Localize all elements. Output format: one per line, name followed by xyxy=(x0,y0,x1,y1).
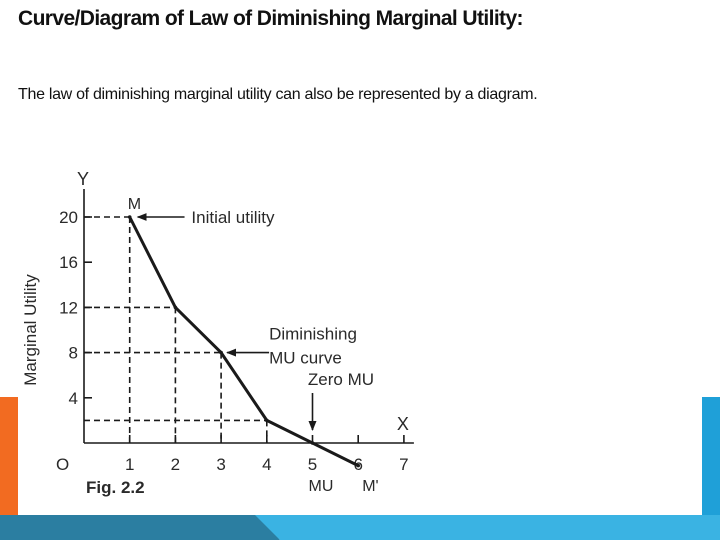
slide-content-panel xyxy=(18,0,702,515)
x-tick-label: 5 xyxy=(308,455,317,474)
x-tick-label: 1 xyxy=(125,455,134,474)
bottom-accent-bar-dark xyxy=(0,515,280,540)
origin-label: O xyxy=(56,455,69,474)
y-tick-label: 12 xyxy=(59,298,78,317)
annotation-diminishing: Diminishing xyxy=(269,325,357,344)
right-accent-bar xyxy=(702,397,720,540)
bottom-accent-bar-light xyxy=(255,515,720,540)
x-tick-label: 7 xyxy=(399,455,408,474)
slide-title: Curve/Diagram of Law of Diminishing Marg… xyxy=(18,7,524,30)
zero-mu-tick-label: MU xyxy=(309,478,334,495)
annotation-mu-curve: MU curve xyxy=(269,349,342,368)
y-tick-label: 4 xyxy=(69,389,78,408)
annotation-zero-mu: Zero MU xyxy=(308,370,374,389)
y-tick-label: 20 xyxy=(59,208,78,227)
y-axis-title: Marginal Utility xyxy=(21,274,40,386)
point-label-m: M xyxy=(128,196,141,213)
x-axis-letter: X xyxy=(397,414,409,434)
mu-curve-line xyxy=(128,216,359,467)
y-axis-letter: Y xyxy=(77,169,89,189)
left-accent-bar xyxy=(0,397,18,540)
y-tick-label: 16 xyxy=(59,253,78,272)
figure-caption: Fig. 2.2 xyxy=(86,478,145,497)
point-label-m-prime: M' xyxy=(362,478,378,495)
annotation-initial-utility: Initial utility xyxy=(191,208,275,227)
x-tick-label: 3 xyxy=(216,455,225,474)
x-tick-label: 4 xyxy=(262,455,271,474)
x-tick-label: 2 xyxy=(171,455,180,474)
slide-body-text: The law of diminishing marginal utility … xyxy=(18,86,538,103)
y-tick-label: 8 xyxy=(69,344,78,363)
